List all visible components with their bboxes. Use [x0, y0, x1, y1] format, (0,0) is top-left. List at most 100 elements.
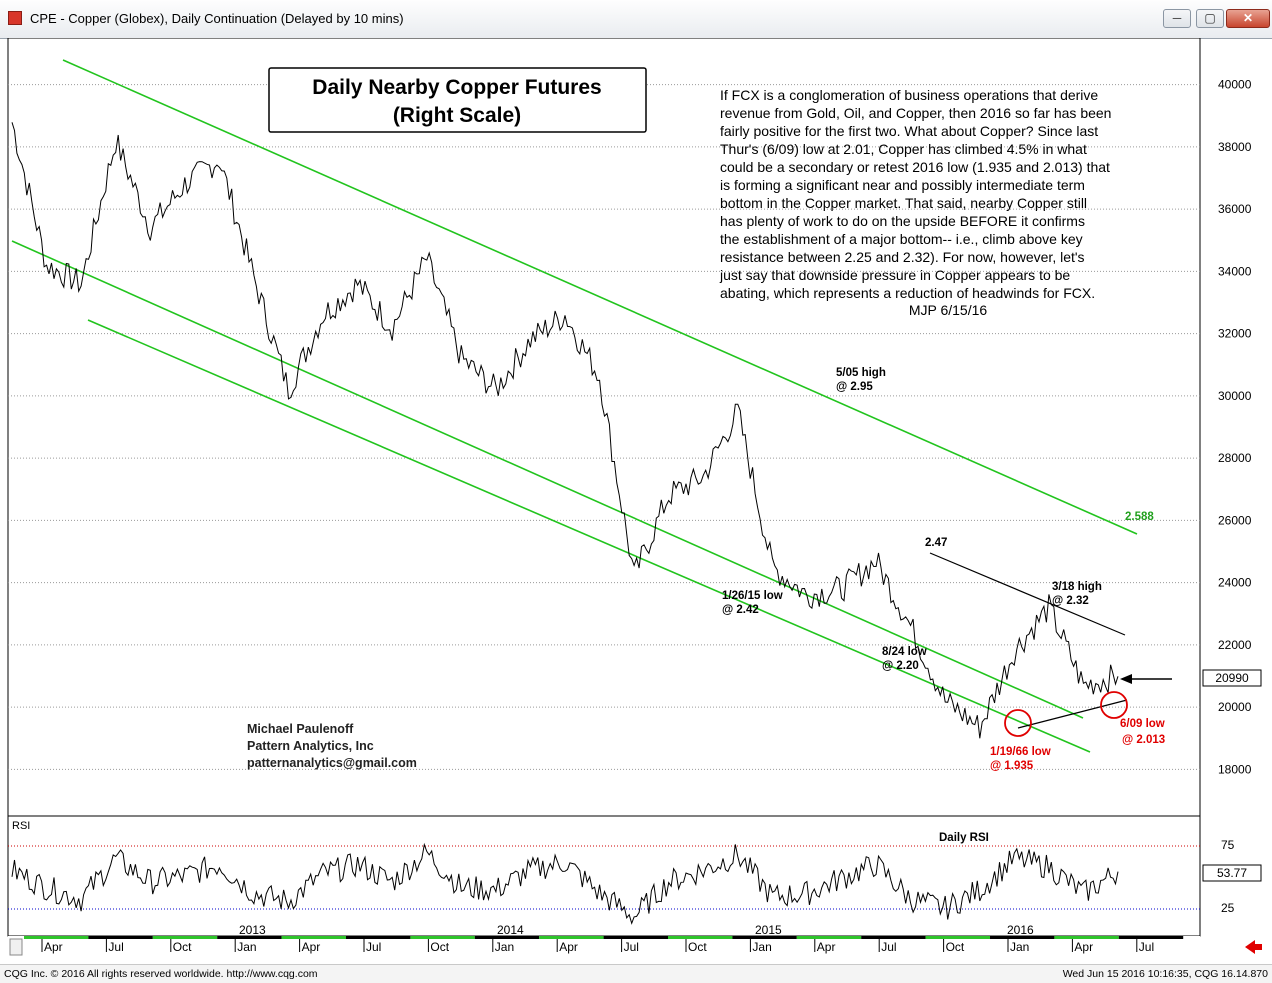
time-axis-bar	[24, 936, 1184, 952]
month-label: Oct	[430, 940, 449, 954]
status-bar: CQG Inc. © 2016 All rights reserved worl…	[0, 964, 1272, 983]
time-axis-labels: Apr Jul Oct Jan Apr Jul Oct Jan Apr Jul Oct Jan Apr J…	[44, 923, 1154, 954]
rsi-tick-25: 25	[1221, 901, 1235, 915]
scroll-left-handle[interactable]	[9, 938, 23, 956]
commentary-line: could be a secondary or retest 2016 low …	[720, 159, 1110, 175]
time-axis-segment	[925, 936, 990, 939]
month-label: Apr	[44, 940, 63, 954]
author-email[interactable]: patternanalytics@gmail.com	[247, 756, 417, 770]
annotation-2588: 2.588	[1125, 511, 1154, 523]
annotation-jun09-value: @ 2.013	[1122, 734, 1165, 746]
chart-area[interactable]: 40000 38000 36000 34000 32000 30000 28000 26000…	[0, 37, 1272, 964]
time-axis-segment	[990, 936, 1055, 939]
window-titlebar: CPE - Copper (Globex), Daily Continuatio…	[0, 0, 1272, 39]
time-axis-segment	[346, 936, 411, 939]
rsi-current-box	[1202, 864, 1262, 882]
month-label: Jan	[1010, 940, 1029, 954]
time-axis-segment	[152, 936, 218, 939]
year-label: 2013	[239, 923, 266, 937]
commentary-line: abating, which represents a reduction of…	[720, 285, 1095, 301]
month-label: Apr	[1074, 940, 1093, 954]
chart-title-line1: Daily Nearby Copper Futures	[312, 76, 601, 99]
month-label: Jul	[624, 940, 639, 954]
time-axis-segment	[861, 936, 926, 939]
close-button[interactable]: ✕	[1226, 9, 1270, 28]
rsi-tick-75: 75	[1221, 838, 1235, 852]
commentary-line: is forming a significant near and possib…	[720, 177, 1085, 193]
jun09-low-circle	[1100, 691, 1128, 719]
chart-title-line2: (Right Scale)	[393, 104, 521, 127]
channel-lower-line	[87, 319, 1091, 753]
commentary-line: revenue from Gold, Oil, and Copper, then…	[720, 105, 1111, 121]
time-axis-segment	[217, 936, 282, 939]
time-axis-segment	[1118, 936, 1184, 939]
annotation-mar18-value: @ 2.32	[1052, 595, 1089, 607]
current-price-arrow-icon	[1120, 674, 1132, 684]
annotation-jun09-low: 6/09 low	[1120, 718, 1165, 730]
price-tick-label: 32000	[1218, 327, 1252, 341]
app-icon	[8, 11, 22, 25]
month-label: Oct	[946, 940, 965, 954]
month-label: Jan	[237, 940, 256, 954]
scroll-right-arrow-icon[interactable]	[1245, 940, 1262, 954]
month-label: Apr	[559, 940, 578, 954]
chart-title-box	[268, 67, 647, 133]
price-tick-label: 34000	[1218, 264, 1252, 278]
commentary-line: resistance between 2.25 and 2.32). For n…	[720, 249, 1085, 265]
commentary-line: just say that downside pressure in Coppe…	[719, 267, 1070, 283]
time-axis-segment	[796, 936, 862, 939]
price-axis: 40000 38000 36000 34000 32000 30000 28000 26000…	[1218, 78, 1252, 777]
maximize-button[interactable]: ▢	[1196, 9, 1224, 28]
price-tick-label: 24000	[1218, 576, 1252, 590]
annotation-jan19-low: 1/19/66 low	[990, 746, 1051, 758]
author-company: Pattern Analytics, Inc	[247, 739, 374, 753]
annotation-aug24-low: 8/24 low	[882, 646, 927, 658]
price-tick-label: 26000	[1218, 513, 1252, 527]
jan19-low-circle	[1004, 709, 1032, 737]
rsi-series-line	[11, 842, 1119, 925]
rsi-current-value: 53.77	[1217, 866, 1247, 880]
month-label: Jan	[752, 940, 771, 954]
minimize-button[interactable]: ─	[1163, 9, 1191, 28]
time-axis-segment	[474, 936, 540, 939]
price-tick-label: 28000	[1218, 451, 1252, 465]
year-label: 2015	[755, 923, 782, 937]
month-label: Jan	[495, 940, 514, 954]
commentary-signature: MJP 6/15/16	[909, 302, 988, 318]
month-label: Jul	[881, 940, 896, 954]
time-axis-segment	[281, 936, 346, 939]
copper-chart[interactable]: 40000 38000 36000 34000 32000 30000 28000 26000…	[0, 37, 1272, 964]
price-tick-label: 38000	[1218, 140, 1252, 154]
price-tick-label: 22000	[1218, 638, 1252, 652]
annotation-247: 2.47	[925, 537, 947, 549]
annotation-mar18-high: 3/18 high	[1052, 581, 1102, 593]
time-axis	[8, 936, 1200, 958]
annotation-may05-high: 5/05 high	[836, 367, 886, 379]
month-label: Apr	[302, 940, 321, 954]
annotation-jan26-low: 1/26/15 low	[722, 590, 783, 602]
commentary-line: bottom in the Copper market. That said, …	[720, 195, 1087, 211]
current-price-value: 20990	[1215, 671, 1249, 685]
price-tick-label: 36000	[1218, 202, 1252, 216]
time-axis-segment	[410, 936, 475, 939]
current-price-box	[1202, 669, 1262, 687]
annotation-may05-value: @ 2.95	[836, 381, 873, 393]
annotation-aug24-value: @ 2.20	[882, 660, 919, 672]
commentary-line: If FCX is a conglomeration of business o…	[720, 87, 1098, 103]
time-axis-segment	[603, 936, 668, 939]
annotation-jan19-value: @ 1.935	[990, 760, 1034, 772]
month-label: Apr	[817, 940, 836, 954]
commentary-line: Thur's (6/09) low at 2.01, Copper has cl…	[720, 141, 1087, 157]
annotation-jan26-value: @ 2.42	[722, 604, 759, 616]
commentary-text: If FCX is a conglomeration of business o…	[719, 87, 1111, 301]
footer-copyright: CQG Inc. © 2016 All rights reserved worl…	[4, 968, 318, 980]
rsi-label: RSI	[12, 820, 30, 832]
month-label: Oct	[173, 940, 192, 954]
footer-timestamp: Wed Jun 15 2016 10:16:35, CQG 16.14.870	[1062, 968, 1268, 980]
commentary-line: the establishment of a major bottom-- i.…	[720, 231, 1083, 247]
month-label: Jul	[108, 940, 123, 954]
time-axis-segment	[539, 936, 604, 939]
time-axis-segment	[668, 936, 733, 939]
commentary-line: fairly positive for the first two. What …	[720, 123, 1098, 139]
author-name: Michael Paulenoff	[247, 722, 354, 736]
